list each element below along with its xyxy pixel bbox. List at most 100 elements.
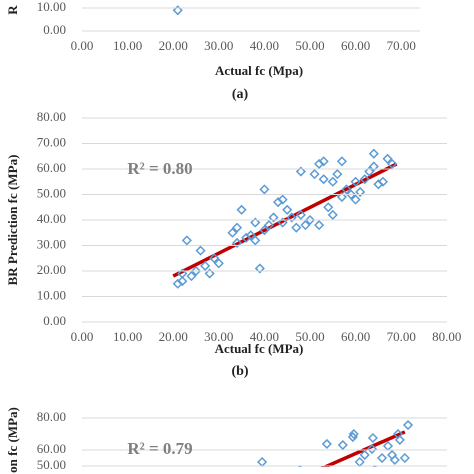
y-axis-title: R bbox=[5, 5, 20, 15]
point bbox=[231, 237, 243, 249]
y-tick-label: 50.00 bbox=[37, 185, 66, 200]
point bbox=[195, 245, 206, 256]
point bbox=[172, 5, 183, 16]
point bbox=[309, 169, 320, 180]
point bbox=[209, 253, 220, 264]
point bbox=[359, 449, 370, 461]
point bbox=[236, 204, 247, 215]
point bbox=[321, 438, 332, 449]
point bbox=[177, 268, 188, 279]
y-tick-label: 20.00 bbox=[37, 262, 66, 277]
x-tick-label: 50.00 bbox=[295, 329, 324, 344]
y-tick-label: 0.00 bbox=[43, 22, 66, 37]
point bbox=[314, 220, 325, 231]
point bbox=[300, 220, 311, 231]
y-tick-label: 70.00 bbox=[37, 134, 66, 149]
point bbox=[359, 174, 370, 185]
r-squared: R² = 0.79 bbox=[127, 439, 192, 458]
point bbox=[336, 156, 347, 167]
y-tick-label: 50.00 bbox=[37, 457, 66, 472]
y-tick-label: 0.00 bbox=[43, 313, 66, 328]
point bbox=[295, 166, 306, 177]
point bbox=[376, 452, 388, 464]
x-tick-label: 20.00 bbox=[159, 329, 188, 344]
point bbox=[282, 204, 293, 215]
panel bbox=[257, 419, 414, 467]
point bbox=[382, 153, 393, 164]
x-tick-label: 50.00 bbox=[295, 38, 324, 53]
point bbox=[204, 268, 215, 279]
point bbox=[250, 235, 261, 246]
point bbox=[257, 456, 268, 467]
point bbox=[181, 235, 192, 246]
point bbox=[190, 265, 202, 277]
x-tick-label: 70.00 bbox=[387, 329, 416, 344]
caption: (b) bbox=[231, 364, 248, 379]
point bbox=[227, 227, 238, 238]
y-tick-label: 30.00 bbox=[37, 236, 66, 251]
point bbox=[350, 194, 361, 205]
point bbox=[350, 176, 361, 187]
panel bbox=[172, 148, 398, 289]
point bbox=[263, 220, 275, 231]
point bbox=[200, 260, 211, 271]
point bbox=[291, 222, 302, 233]
point bbox=[259, 225, 270, 236]
y-tick-label: 10.00 bbox=[37, 0, 66, 14]
point bbox=[377, 176, 389, 187]
point bbox=[277, 217, 288, 228]
y-tick-label: 10.00 bbox=[37, 287, 66, 302]
point bbox=[341, 184, 352, 195]
point bbox=[394, 434, 405, 445]
point bbox=[364, 166, 375, 177]
point bbox=[366, 443, 378, 455]
point bbox=[318, 156, 329, 167]
point bbox=[336, 191, 347, 203]
x-tick-label: 70.00 bbox=[387, 38, 416, 53]
point bbox=[286, 212, 297, 223]
x-axis-title: Actual fc (Mpa) bbox=[215, 63, 303, 78]
panel bbox=[172, 5, 183, 16]
point bbox=[323, 202, 334, 213]
point bbox=[372, 464, 377, 467]
point bbox=[231, 222, 243, 233]
point bbox=[304, 214, 316, 226]
point bbox=[295, 209, 306, 220]
x-tick-label: 80.00 bbox=[432, 329, 461, 344]
y-tick-label: 40.00 bbox=[37, 211, 66, 226]
y-tick-label: 60.00 bbox=[37, 160, 66, 175]
trendline bbox=[320, 430, 406, 467]
caption: (a) bbox=[232, 87, 249, 102]
point bbox=[368, 161, 379, 172]
point bbox=[402, 419, 414, 431]
x-tick-label: 60.00 bbox=[341, 38, 370, 53]
x-tick-label: 0.00 bbox=[71, 329, 94, 344]
point bbox=[367, 432, 378, 444]
y-axis-title: on fc (MPa) bbox=[5, 407, 20, 473]
point bbox=[345, 189, 357, 200]
r-squared: R² = 0.80 bbox=[127, 159, 192, 178]
point bbox=[327, 176, 338, 187]
x-tick-label: 40.00 bbox=[250, 329, 279, 344]
point bbox=[382, 440, 394, 452]
x-tick-label: 20.00 bbox=[159, 38, 188, 53]
y-tick-label: 80.00 bbox=[37, 409, 66, 424]
point bbox=[177, 276, 188, 287]
x-tick-label: 0.00 bbox=[71, 38, 94, 53]
point bbox=[399, 452, 410, 464]
point bbox=[348, 428, 359, 440]
x-tick-label: 10.00 bbox=[113, 38, 142, 53]
point bbox=[297, 464, 303, 467]
x-tick-label: 60.00 bbox=[341, 329, 370, 344]
x-tick-label: 30.00 bbox=[204, 38, 233, 53]
point bbox=[277, 194, 288, 205]
y-tick-label: 80.00 bbox=[37, 109, 66, 124]
point bbox=[318, 174, 329, 185]
x-tick-label: 10.00 bbox=[113, 329, 142, 344]
y-axis-title: BR Prediction fc (MPa) bbox=[5, 155, 20, 286]
x-tick-label: 40.00 bbox=[250, 38, 279, 53]
point bbox=[250, 217, 261, 228]
point bbox=[389, 454, 400, 465]
point bbox=[245, 230, 256, 241]
